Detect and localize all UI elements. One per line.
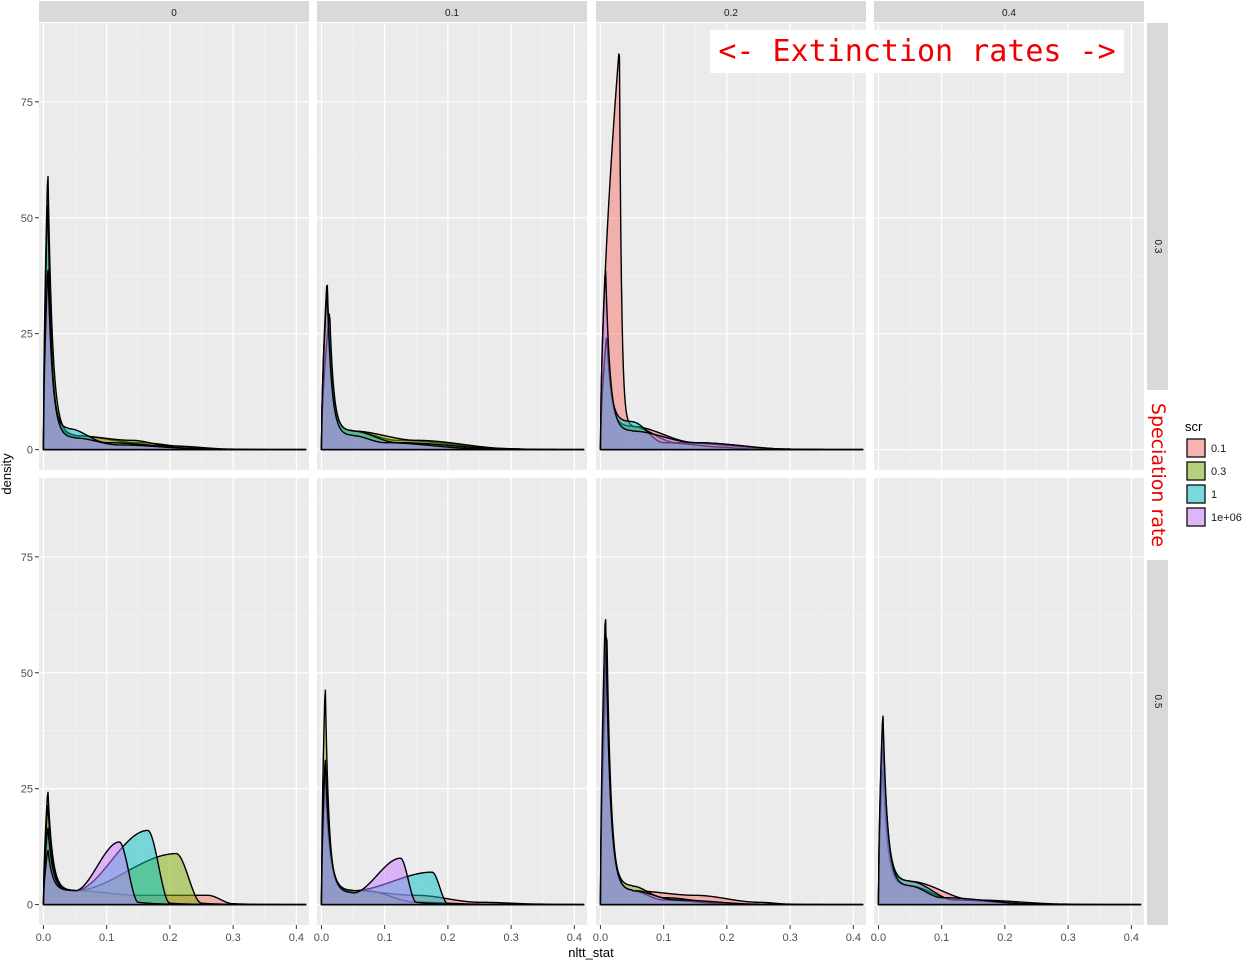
x-tick-label: 0.3 bbox=[503, 932, 518, 944]
panel-0.5-0.4: 0.0 0.1 0.2 0.3 0.4 bbox=[871, 478, 1144, 944]
y-tick-label: 75 bbox=[21, 552, 33, 564]
y-tick-label: 75 bbox=[21, 97, 33, 109]
density-area-scr-1e+06 bbox=[42, 269, 307, 451]
row-strip-1 bbox=[1147, 478, 1168, 925]
y-tick-label: 0 bbox=[27, 445, 33, 457]
x-tick-label: 0.1 bbox=[934, 932, 949, 944]
x-tick-label: 0.3 bbox=[1060, 932, 1075, 944]
column-strip-2 bbox=[596, 1, 866, 22]
density-area-scr-1e+06 bbox=[320, 759, 585, 906]
row-strip-label: 0.5 bbox=[1152, 695, 1163, 709]
x-tick-label: 0.1 bbox=[377, 932, 392, 944]
row-strip-0 bbox=[1147, 23, 1168, 470]
panel-0.5-0.2: 0.0 0.1 0.2 0.3 0.4 bbox=[593, 478, 866, 944]
panel-background bbox=[874, 478, 1144, 925]
panel-background bbox=[317, 23, 587, 470]
x-tick-label: 0.4 bbox=[567, 932, 582, 944]
panel-background bbox=[39, 23, 309, 470]
legend-title: scr bbox=[1185, 419, 1203, 434]
x-tick-label: 0.4 bbox=[846, 932, 861, 944]
legend-key-0.3 bbox=[1186, 461, 1206, 481]
panel-0.3-0.1 bbox=[317, 23, 587, 470]
x-tick-label: 0.0 bbox=[314, 932, 329, 944]
panel-background bbox=[39, 478, 309, 925]
legend-label: 0.1 bbox=[1211, 443, 1226, 455]
density-area-scr-1e+06 bbox=[599, 619, 864, 906]
panel-background bbox=[596, 23, 866, 470]
speciation-rate-annotation-box: Speciation rate bbox=[1146, 390, 1169, 560]
column-strip-1 bbox=[317, 1, 587, 22]
x-axis-title: nltt_stat bbox=[568, 945, 614, 960]
panel-0.3-0.2 bbox=[596, 23, 866, 470]
x-tick-label: 0.4 bbox=[289, 932, 304, 944]
y-tick-label: 25 bbox=[21, 329, 33, 341]
panel-background bbox=[596, 478, 866, 925]
legend-key-1e+06 bbox=[1186, 507, 1206, 527]
x-tick-label: 0.3 bbox=[782, 932, 797, 944]
column-strip-label: 0.1 bbox=[445, 8, 459, 19]
density-area-scr-1e+06 bbox=[42, 841, 307, 906]
panel-background bbox=[874, 23, 1144, 470]
y-tick-label: 25 bbox=[21, 784, 33, 796]
x-tick-label: 0.2 bbox=[162, 932, 177, 944]
density-area-scr-1e+06 bbox=[320, 293, 585, 451]
legend-label: 1e+06 bbox=[1211, 512, 1242, 524]
density-area-scr-1e+06 bbox=[877, 715, 1142, 906]
panel-background bbox=[317, 478, 587, 925]
legend-key-1 bbox=[1186, 484, 1206, 504]
x-tick-label: 0.2 bbox=[440, 932, 455, 944]
legend: scr 0.1 0.3 1 1e+06 bbox=[1185, 419, 1242, 527]
y-tick-label: 0 bbox=[27, 900, 33, 912]
panel-0.3-0: 0 25 50 75 bbox=[21, 23, 309, 470]
y-axis-title: density bbox=[0, 453, 14, 495]
legend-label: 0.3 bbox=[1211, 466, 1226, 478]
column-strip-3 bbox=[874, 1, 1144, 22]
row-strip-label: 0.3 bbox=[1152, 240, 1163, 254]
y-tick-label: 50 bbox=[21, 668, 33, 680]
x-tick-label: 0.2 bbox=[997, 932, 1012, 944]
extinction-rates-annotation: <- Extinction rates -> bbox=[710, 30, 1124, 73]
panel-0.5-0: 0.0 0.1 0.2 0.3 0.4 0 25 50 75 bbox=[21, 478, 309, 944]
legend-key-0.1 bbox=[1186, 438, 1206, 458]
x-tick-label: 0.4 bbox=[1124, 932, 1139, 944]
density-area-scr-1e+06 bbox=[599, 270, 864, 451]
x-tick-label: 0.1 bbox=[656, 932, 671, 944]
column-strip-label: 0.4 bbox=[1002, 8, 1016, 19]
panel-0.3-0.4 bbox=[874, 23, 1144, 470]
x-tick-label: 0.0 bbox=[36, 932, 51, 944]
legend-label: 1 bbox=[1211, 489, 1217, 501]
column-strip-label: 0 bbox=[171, 8, 177, 19]
column-strip-0 bbox=[39, 1, 309, 22]
panel-0.5-0.1: 0.0 0.1 0.2 0.3 0.4 bbox=[314, 478, 587, 944]
x-tick-label: 0.0 bbox=[593, 932, 608, 944]
x-tick-label: 0.1 bbox=[99, 932, 114, 944]
column-strip-label: 0.2 bbox=[724, 8, 738, 19]
speciation-rate-annotation: Speciation rate bbox=[1146, 402, 1169, 548]
x-tick-label: 0.0 bbox=[871, 932, 886, 944]
x-tick-label: 0.2 bbox=[719, 932, 734, 944]
x-tick-label: 0.3 bbox=[225, 932, 240, 944]
y-tick-label: 50 bbox=[21, 213, 33, 225]
